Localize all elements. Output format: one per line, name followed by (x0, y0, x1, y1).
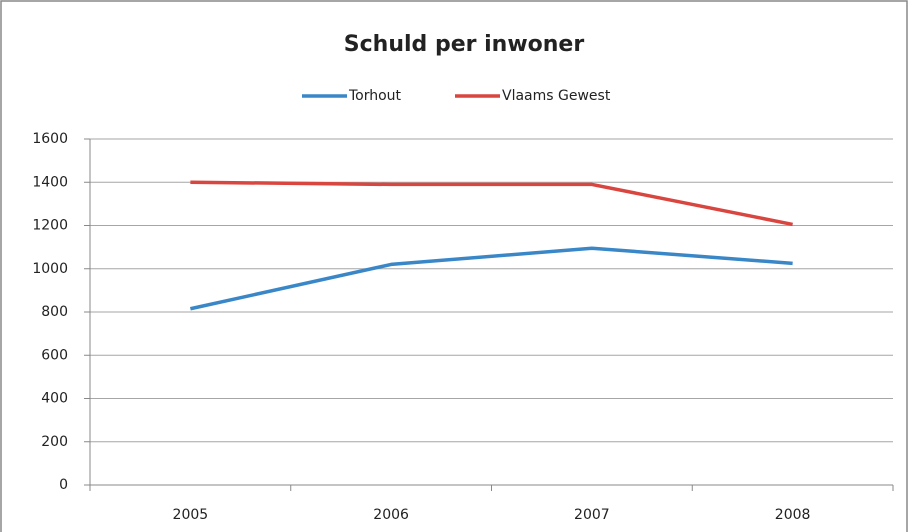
legend-label: Vlaams Gewest (502, 88, 611, 104)
legend-label: Torhout (348, 88, 402, 104)
y-tick-label: 1400 (32, 174, 68, 190)
y-tick-label: 800 (41, 304, 68, 320)
y-tick-label: 600 (41, 347, 68, 363)
y-tick-label: 0 (59, 477, 68, 493)
data-line (189, 246, 793, 311)
y-tick-label: 400 (41, 391, 68, 407)
y-tick-label: 1600 (32, 131, 68, 147)
y-tick-label: 1000 (32, 261, 68, 277)
x-tick-label: 2008 (775, 507, 811, 523)
chart-title: Schuld per inwoner (344, 32, 585, 57)
data-line (190, 180, 793, 227)
x-tick-label: 2006 (373, 507, 409, 523)
y-tick-label: 1200 (32, 218, 68, 234)
y-tick-label: 200 (41, 434, 68, 450)
x-tick-label: 2007 (574, 507, 610, 523)
x-tick-label: 2005 (173, 507, 209, 523)
